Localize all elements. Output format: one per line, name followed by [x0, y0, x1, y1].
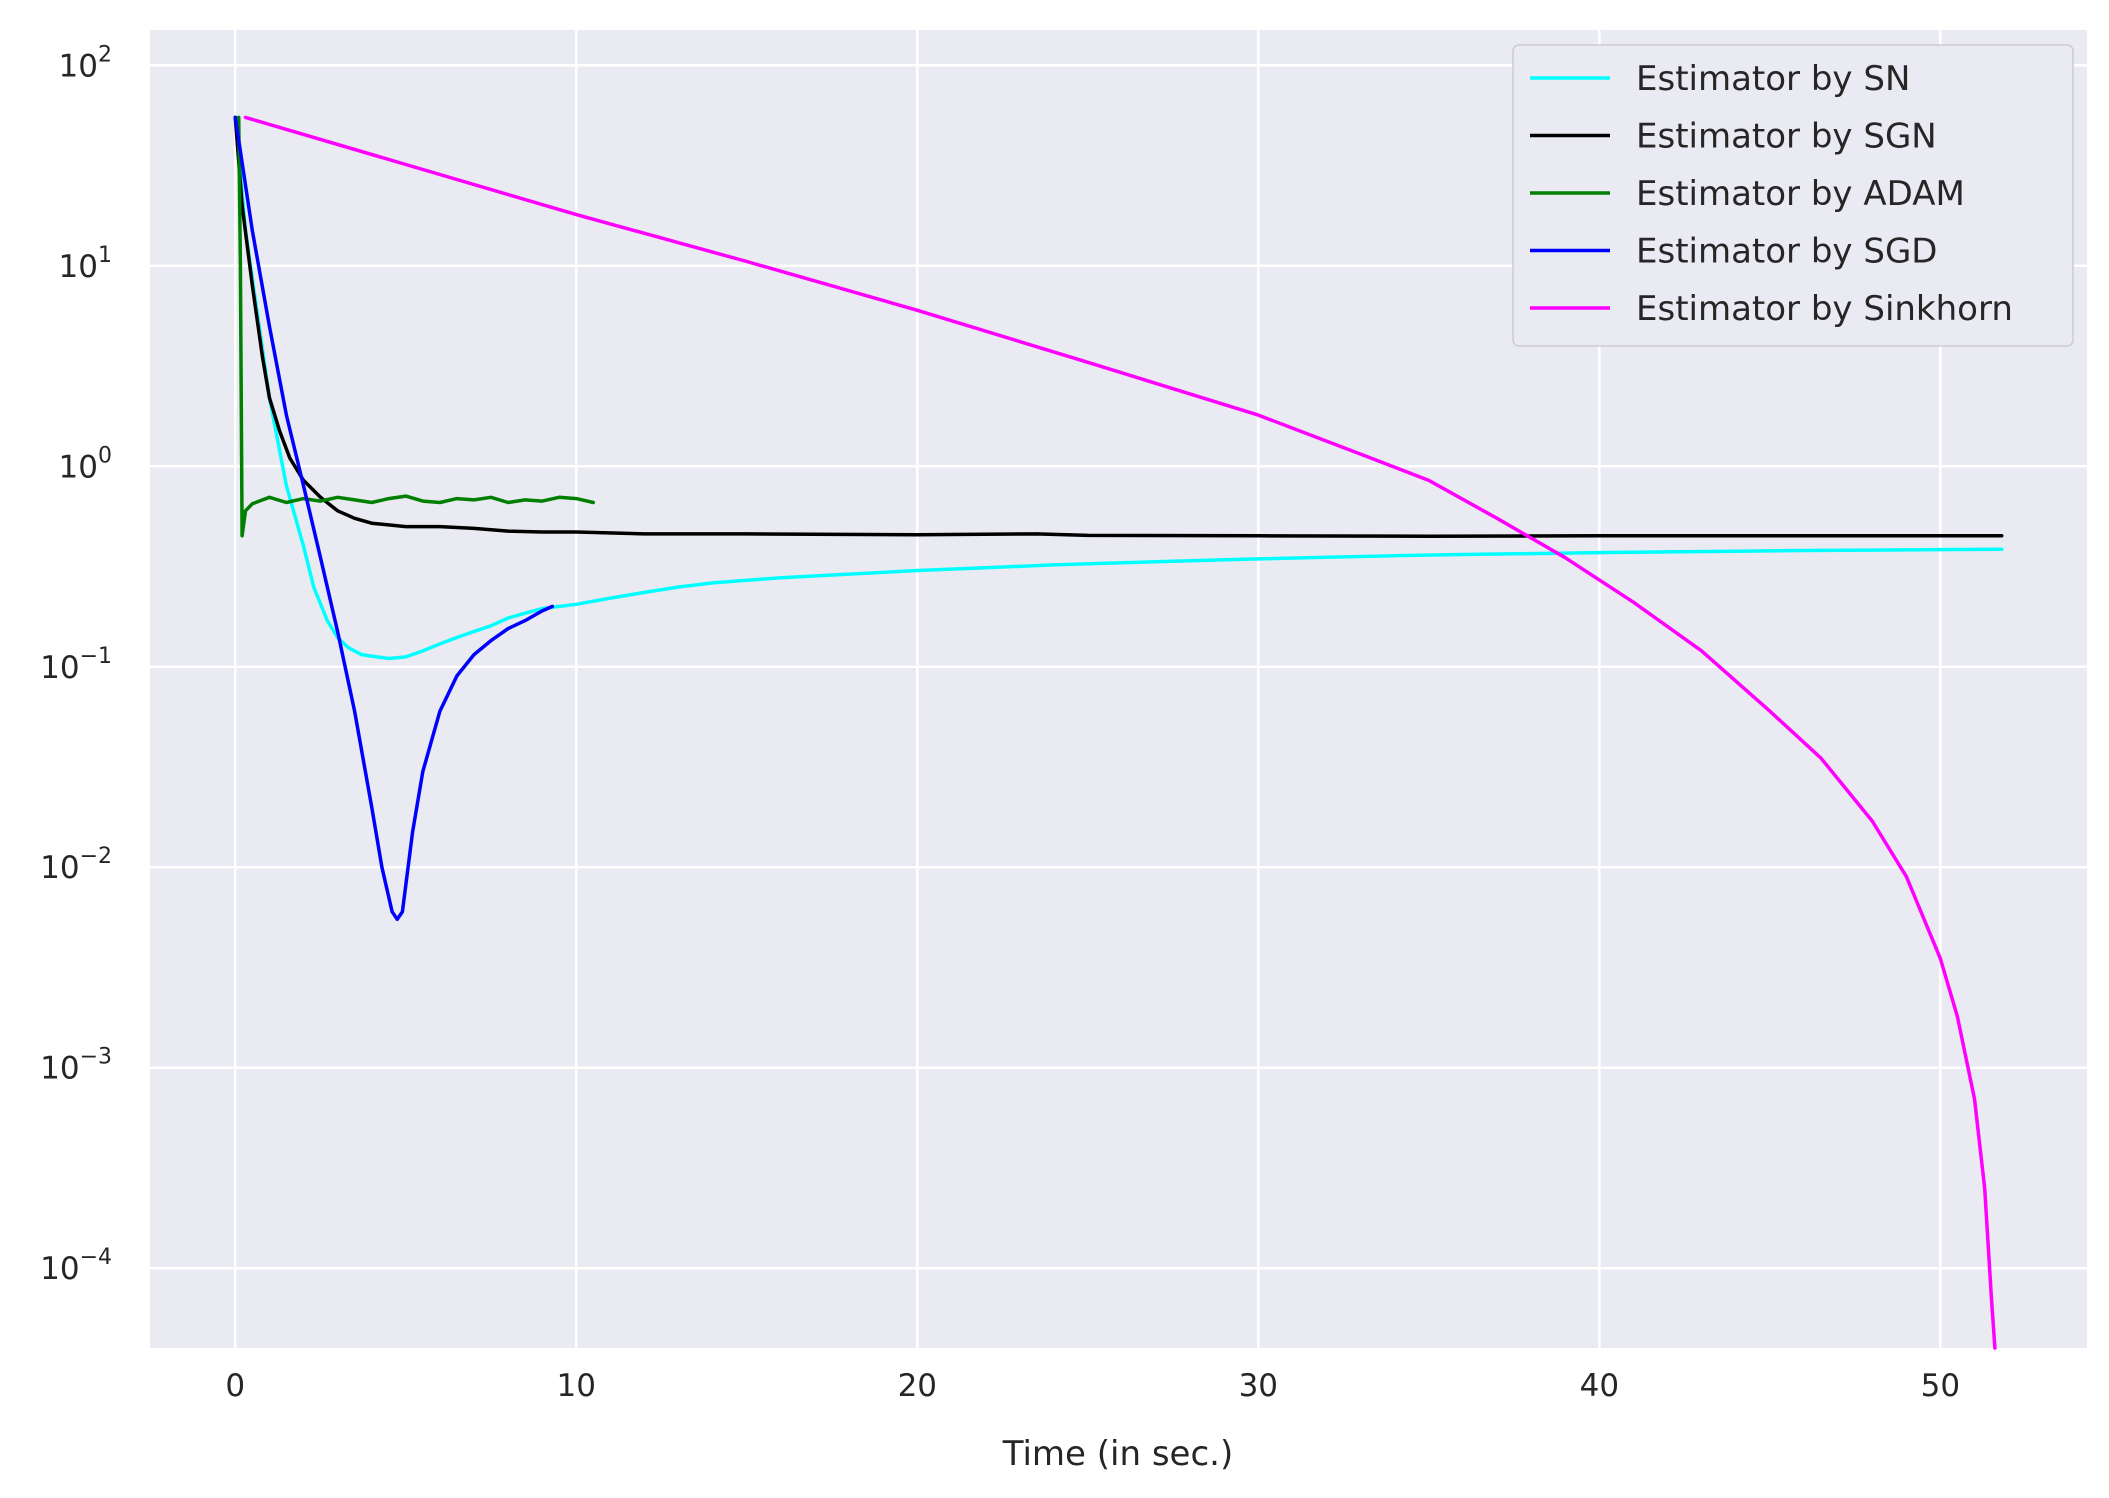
y-tick-base: 10 — [59, 249, 98, 285]
legend-label: Estimator by SN — [1636, 59, 1910, 99]
y-tick-base: 10 — [40, 850, 79, 886]
legend-label: Estimator by ADAM — [1636, 174, 1965, 214]
legend-box — [1512, 44, 2074, 347]
y-tick-exponent: 2 — [98, 42, 112, 67]
grid-lines — [150, 30, 2087, 1348]
legend-label: Estimator by SGD — [1636, 232, 1937, 272]
y-tick-label: 100 — [59, 443, 112, 485]
x-tick-label: 30 — [1239, 1368, 1278, 1404]
y-tick-exponent: −2 — [80, 844, 112, 869]
y-tick-exponent: 1 — [98, 243, 112, 268]
y-tick-base: 10 — [40, 1251, 79, 1287]
legend-label: Estimator by Sinkhorn — [1636, 289, 2013, 329]
y-tick-label: 102 — [59, 42, 112, 84]
y-tick-label: 10−2 — [40, 844, 112, 886]
legend: Estimator by SN Estimator by SGN Estimator… — [1512, 44, 2074, 347]
y-tick-base: 10 — [40, 650, 79, 686]
y-tick-label: 101 — [59, 243, 112, 285]
x-tick-label: 10 — [557, 1368, 596, 1404]
series-line-3 — [233, 115, 555, 922]
y-tick-label: 10−3 — [40, 1045, 112, 1087]
y-tick-base: 10 — [59, 449, 98, 485]
x-axis-label: Time (in sec.) — [1002, 1434, 1233, 1474]
x-tick-label: 50 — [1921, 1368, 1960, 1404]
x-tick-label: 40 — [1580, 1368, 1619, 1404]
y-tick-exponent: −3 — [80, 1045, 112, 1070]
series-line-2 — [236, 115, 596, 538]
x-tick-label: 20 — [898, 1368, 937, 1404]
series-line-0 — [233, 115, 2004, 661]
x-axis-ticks: 0 10 20 30 40 50 — [225, 1368, 1960, 1404]
series-line-4 — [243, 115, 1997, 1350]
legend-label: Estimator by SGN — [1636, 117, 1937, 157]
series-line-1 — [233, 115, 2004, 538]
x-tick-label: 0 — [225, 1368, 245, 1404]
y-tick-label: 10−1 — [40, 644, 112, 686]
series-lines — [233, 115, 2004, 1350]
y-tick-base: 10 — [40, 1051, 79, 1087]
y-tick-exponent: 0 — [98, 443, 112, 468]
y-tick-exponent: −1 — [80, 644, 112, 669]
y-tick-exponent: −4 — [80, 1245, 112, 1270]
y-tick-label: 10−4 — [40, 1245, 112, 1287]
y-tick-base: 10 — [59, 48, 98, 84]
